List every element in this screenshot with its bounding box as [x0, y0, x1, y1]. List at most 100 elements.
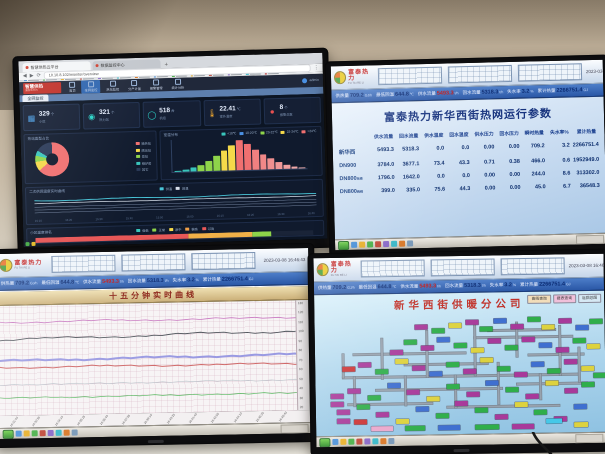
device-chip[interactable]	[547, 368, 561, 374]
device-chip[interactable]	[367, 395, 381, 401]
taskbar-app-icon[interactable]	[47, 429, 54, 437]
device-chip[interactable]	[564, 358, 578, 364]
device-chip[interactable]	[534, 409, 548, 415]
taskbar-app-icon[interactable]	[399, 240, 406, 247]
device-chip[interactable]	[347, 388, 361, 394]
start-button[interactable]	[338, 240, 350, 250]
device-chip[interactable]	[479, 326, 493, 332]
device-chip[interactable]	[541, 324, 555, 330]
device-chip[interactable]	[573, 421, 588, 427]
taskbar-app-icon[interactable]	[63, 429, 70, 436]
taskbar-app-icon[interactable]	[340, 438, 347, 445]
device-chip[interactable]	[496, 365, 510, 371]
device-chip[interactable]	[358, 361, 372, 368]
device-chip[interactable]	[438, 424, 461, 431]
device-chip[interactable]	[592, 372, 605, 378]
device-chip[interactable]	[353, 419, 367, 425]
device-chip[interactable]	[558, 318, 572, 324]
device-chip[interactable]	[446, 361, 460, 368]
device-chip[interactable]	[586, 344, 600, 350]
nav-item-5[interactable]: 统计分析	[168, 77, 187, 91]
taskbar-app-icon[interactable]	[359, 241, 366, 248]
taskbar-app-icon[interactable]	[55, 429, 62, 436]
back-icon[interactable]: ◀	[22, 73, 27, 80]
taskbar-app-icon[interactable]	[39, 430, 46, 437]
taskbar-app-icon[interactable]	[356, 438, 363, 445]
device-chip[interactable]	[465, 319, 479, 326]
device-chip[interactable]	[494, 414, 508, 420]
taskbar-app-icon[interactable]	[31, 430, 38, 437]
desktop-icon[interactable]	[31, 241, 36, 246]
device-chip[interactable]	[589, 319, 603, 325]
device-chip[interactable]	[545, 418, 562, 424]
device-chip[interactable]	[435, 413, 449, 419]
device-chip[interactable]	[474, 407, 489, 413]
taskbar-app-icon[interactable]	[351, 241, 358, 248]
device-chip[interactable]	[514, 402, 528, 408]
user-info[interactable]: admin	[302, 77, 319, 84]
nav-item-1[interactable]: 全网监控	[81, 79, 101, 94]
device-chip[interactable]	[479, 357, 493, 363]
nav-item-2[interactable]: 热站监控	[103, 79, 122, 93]
device-chip[interactable]	[487, 338, 502, 344]
taskbar-app-icon[interactable]	[348, 438, 355, 445]
device-chip[interactable]	[403, 339, 417, 346]
diagram-button[interactable]: 返回总图	[577, 293, 602, 304]
device-chip[interactable]	[414, 324, 428, 330]
device-chip[interactable]	[389, 349, 403, 355]
device-chip[interactable]	[527, 316, 541, 322]
device-chip[interactable]	[431, 328, 445, 334]
nav-item-3[interactable]: 分户计量	[125, 78, 144, 92]
device-chip[interactable]	[463, 368, 477, 374]
taskbar-app-icon[interactable]	[380, 438, 387, 445]
device-chip[interactable]	[581, 365, 595, 371]
device-chip[interactable]	[513, 371, 527, 377]
forward-icon[interactable]: ▶	[29, 72, 34, 79]
diagram-button[interactable]: 曲线查询	[527, 294, 551, 304]
device-chip[interactable]	[545, 380, 559, 386]
taskbar-app-icon[interactable]	[375, 241, 382, 248]
nav-item-4[interactable]: 报警管理	[147, 78, 166, 92]
taskbar-app-icon[interactable]	[391, 240, 398, 247]
nav-item-0[interactable]: 首页	[66, 80, 79, 94]
taskbar-app-icon[interactable]	[407, 240, 414, 247]
device-chip[interactable]	[415, 406, 429, 412]
device-chip[interactable]	[511, 423, 534, 430]
device-chip[interactable]	[437, 336, 451, 343]
device-chip[interactable]	[466, 391, 480, 397]
diagram-button[interactable]: 报表查询	[552, 294, 577, 304]
device-chip[interactable]	[485, 380, 499, 386]
device-chip[interactable]	[376, 411, 390, 417]
taskbar-app-icon[interactable]	[23, 430, 30, 437]
device-chip[interactable]	[525, 393, 539, 400]
device-chip[interactable]	[530, 361, 544, 367]
device-chip[interactable]	[375, 368, 389, 375]
device-chip[interactable]	[448, 322, 462, 328]
taskbar-app-icon[interactable]	[372, 438, 379, 445]
device-chip[interactable]	[406, 389, 421, 395]
taskbar-app-icon[interactable]	[364, 438, 371, 445]
device-chip[interactable]	[581, 382, 595, 388]
device-chip[interactable]	[387, 382, 401, 389]
taskbar-app-icon[interactable]	[71, 429, 78, 436]
device-chip[interactable]	[395, 359, 409, 365]
device-chip[interactable]	[538, 342, 552, 348]
device-chip[interactable]	[475, 424, 500, 430]
device-chip[interactable]	[370, 425, 393, 432]
desktop-icon[interactable]	[25, 242, 30, 247]
device-chip[interactable]	[493, 318, 507, 324]
device-chip[interactable]	[575, 325, 589, 331]
device-chip[interactable]	[505, 345, 519, 351]
start-button[interactable]	[319, 437, 331, 447]
device-chip[interactable]	[426, 396, 440, 402]
device-chip[interactable]	[429, 371, 443, 377]
taskbar-app-icon[interactable]	[383, 240, 390, 248]
taskbar-app-icon[interactable]	[388, 438, 395, 445]
device-chip[interactable]	[471, 347, 485, 353]
device-chip[interactable]	[555, 346, 569, 353]
device-chip[interactable]	[336, 418, 351, 424]
device-chip[interactable]	[572, 338, 586, 344]
device-chip[interactable]	[341, 367, 355, 373]
device-chip[interactable]	[356, 404, 370, 411]
taskbar-app-icon[interactable]	[332, 438, 339, 446]
